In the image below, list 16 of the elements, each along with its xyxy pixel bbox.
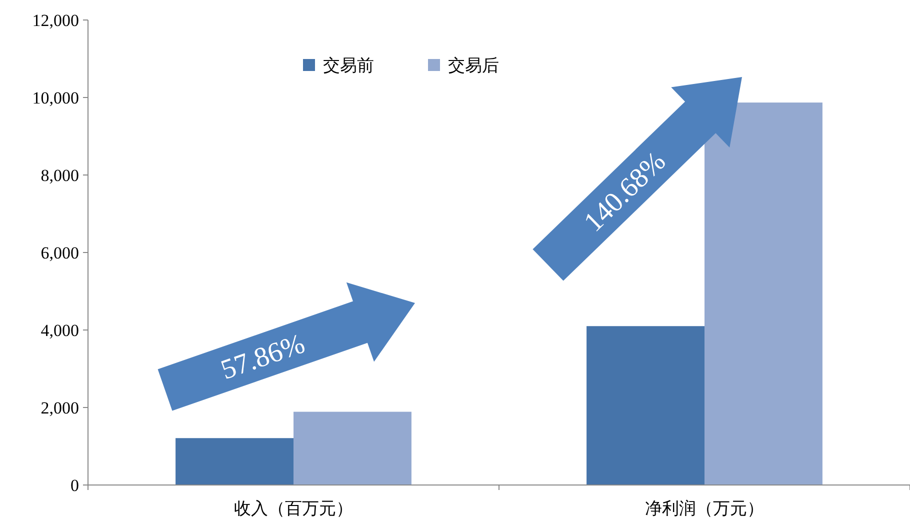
y-tick-label: 0 (70, 476, 79, 495)
bar (294, 412, 412, 485)
x-tick-label: 收入（百万元） (234, 499, 353, 518)
bar (176, 438, 294, 485)
legend-label: 交易后 (448, 56, 499, 75)
y-tick-label: 2,000 (40, 398, 79, 418)
x-tick-label: 净利润（万元） (645, 499, 764, 518)
bar (586, 326, 704, 485)
y-tick-label: 8,000 (40, 166, 79, 185)
legend-label: 交易前 (323, 56, 374, 75)
y-tick-label: 12,000 (32, 10, 79, 30)
annotation: 57.86% (217, 328, 309, 386)
y-tick-label: 4,000 (40, 320, 79, 340)
bar (704, 102, 822, 485)
y-tick-label: 6,000 (40, 243, 79, 262)
y-tick-label: 10,000 (32, 88, 79, 108)
